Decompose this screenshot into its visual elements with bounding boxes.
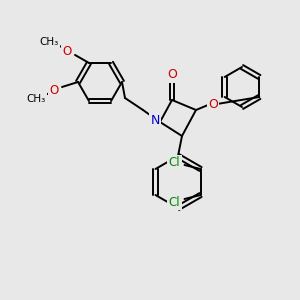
Text: N: N — [150, 113, 160, 127]
Text: O: O — [62, 45, 72, 58]
Text: Cl: Cl — [169, 157, 180, 169]
Text: O: O — [167, 68, 177, 82]
Text: O: O — [50, 83, 58, 97]
Text: CH₃: CH₃ — [26, 94, 46, 104]
Text: Cl: Cl — [169, 196, 180, 208]
Text: CH₃: CH₃ — [39, 37, 58, 47]
Text: O: O — [208, 98, 218, 112]
